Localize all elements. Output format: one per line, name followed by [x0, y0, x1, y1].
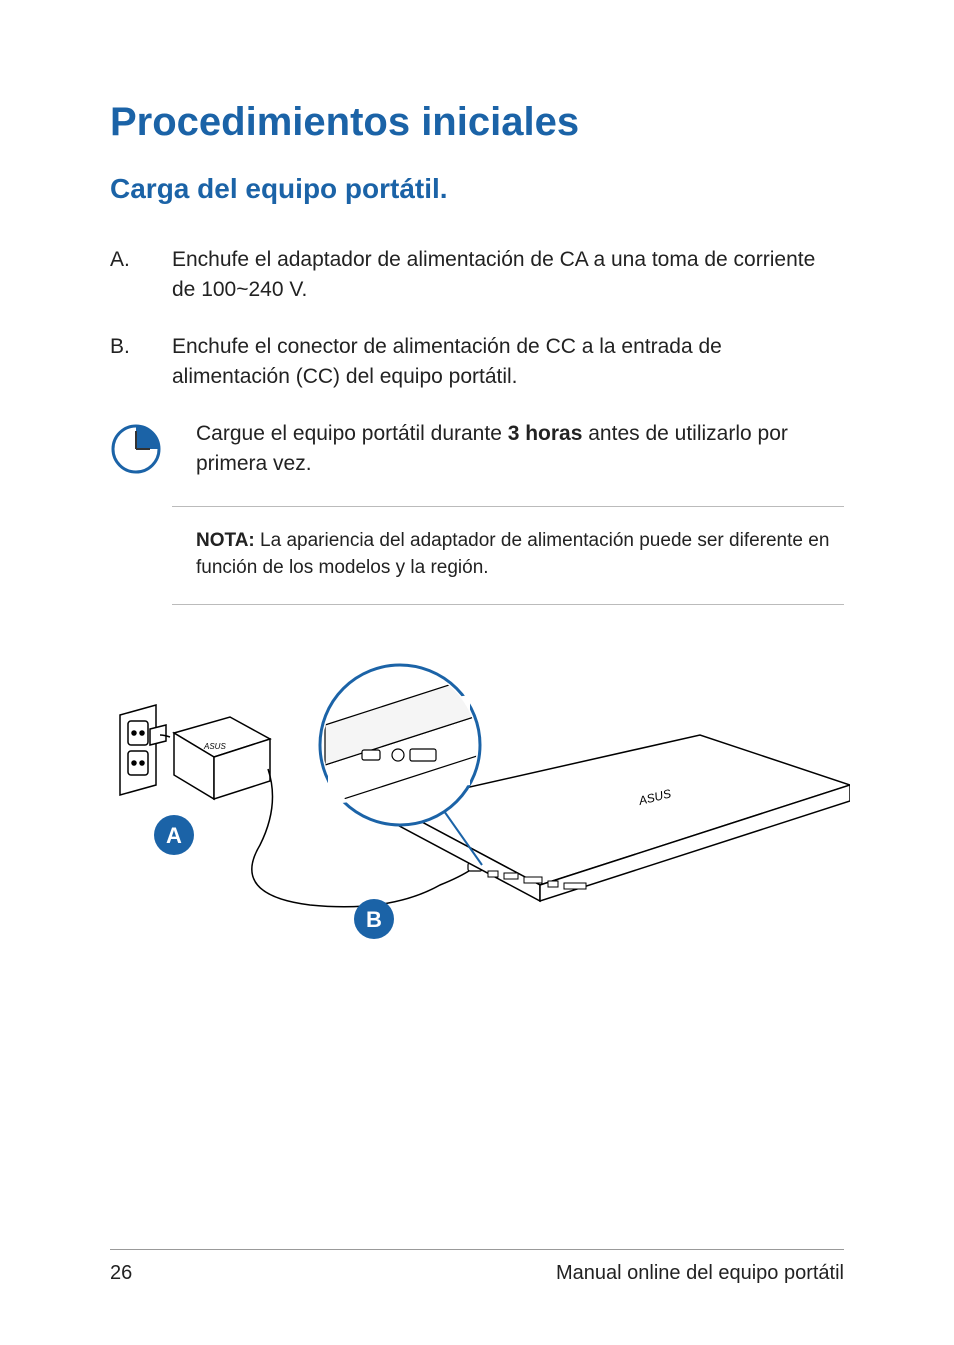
clock-pie-icon [110, 423, 172, 480]
callout-pre: Cargue el equipo portátil durante [196, 422, 508, 445]
svg-text:A: A [166, 823, 182, 848]
charging-diagram: ASUS [110, 655, 850, 960]
charge-time-callout: Cargue el equipo portátil durante 3 hora… [110, 419, 844, 480]
svg-text:ASUS: ASUS [203, 742, 226, 751]
page-number: 26 [110, 1262, 132, 1285]
step-marker: B. [110, 332, 172, 393]
section-subheading: Carga del equipo portátil. [110, 173, 844, 205]
page-footer: 26 Manual online del equipo portátil [110, 1249, 844, 1285]
step-text: Enchufe el adaptador de alimentación de … [172, 245, 844, 306]
badge-b: B [354, 899, 394, 939]
step-marker: A. [110, 245, 172, 306]
badge-a: A [154, 815, 194, 855]
note-text: La apariencia del adaptador de alimentac… [196, 530, 829, 579]
step-text: Enchufe el conector de alimentación de C… [172, 332, 844, 393]
note-label: NOTA: [196, 530, 255, 551]
step-a: A. Enchufe el adaptador de alimentación … [110, 245, 844, 306]
wall-outlet-icon [120, 705, 166, 795]
callout-bold: 3 horas [508, 422, 583, 445]
footer-title: Manual online del equipo portátil [556, 1262, 844, 1285]
note-block: NOTA: La apariencia del adaptador de ali… [172, 506, 844, 605]
svg-text:B: B [366, 907, 382, 932]
page-title: Procedimientos iniciales [110, 100, 844, 145]
callout-text: Cargue el equipo portátil durante 3 hora… [172, 419, 844, 480]
step-b: B. Enchufe el conector de alimentación d… [110, 332, 844, 393]
power-adapter-icon: ASUS [174, 717, 270, 799]
